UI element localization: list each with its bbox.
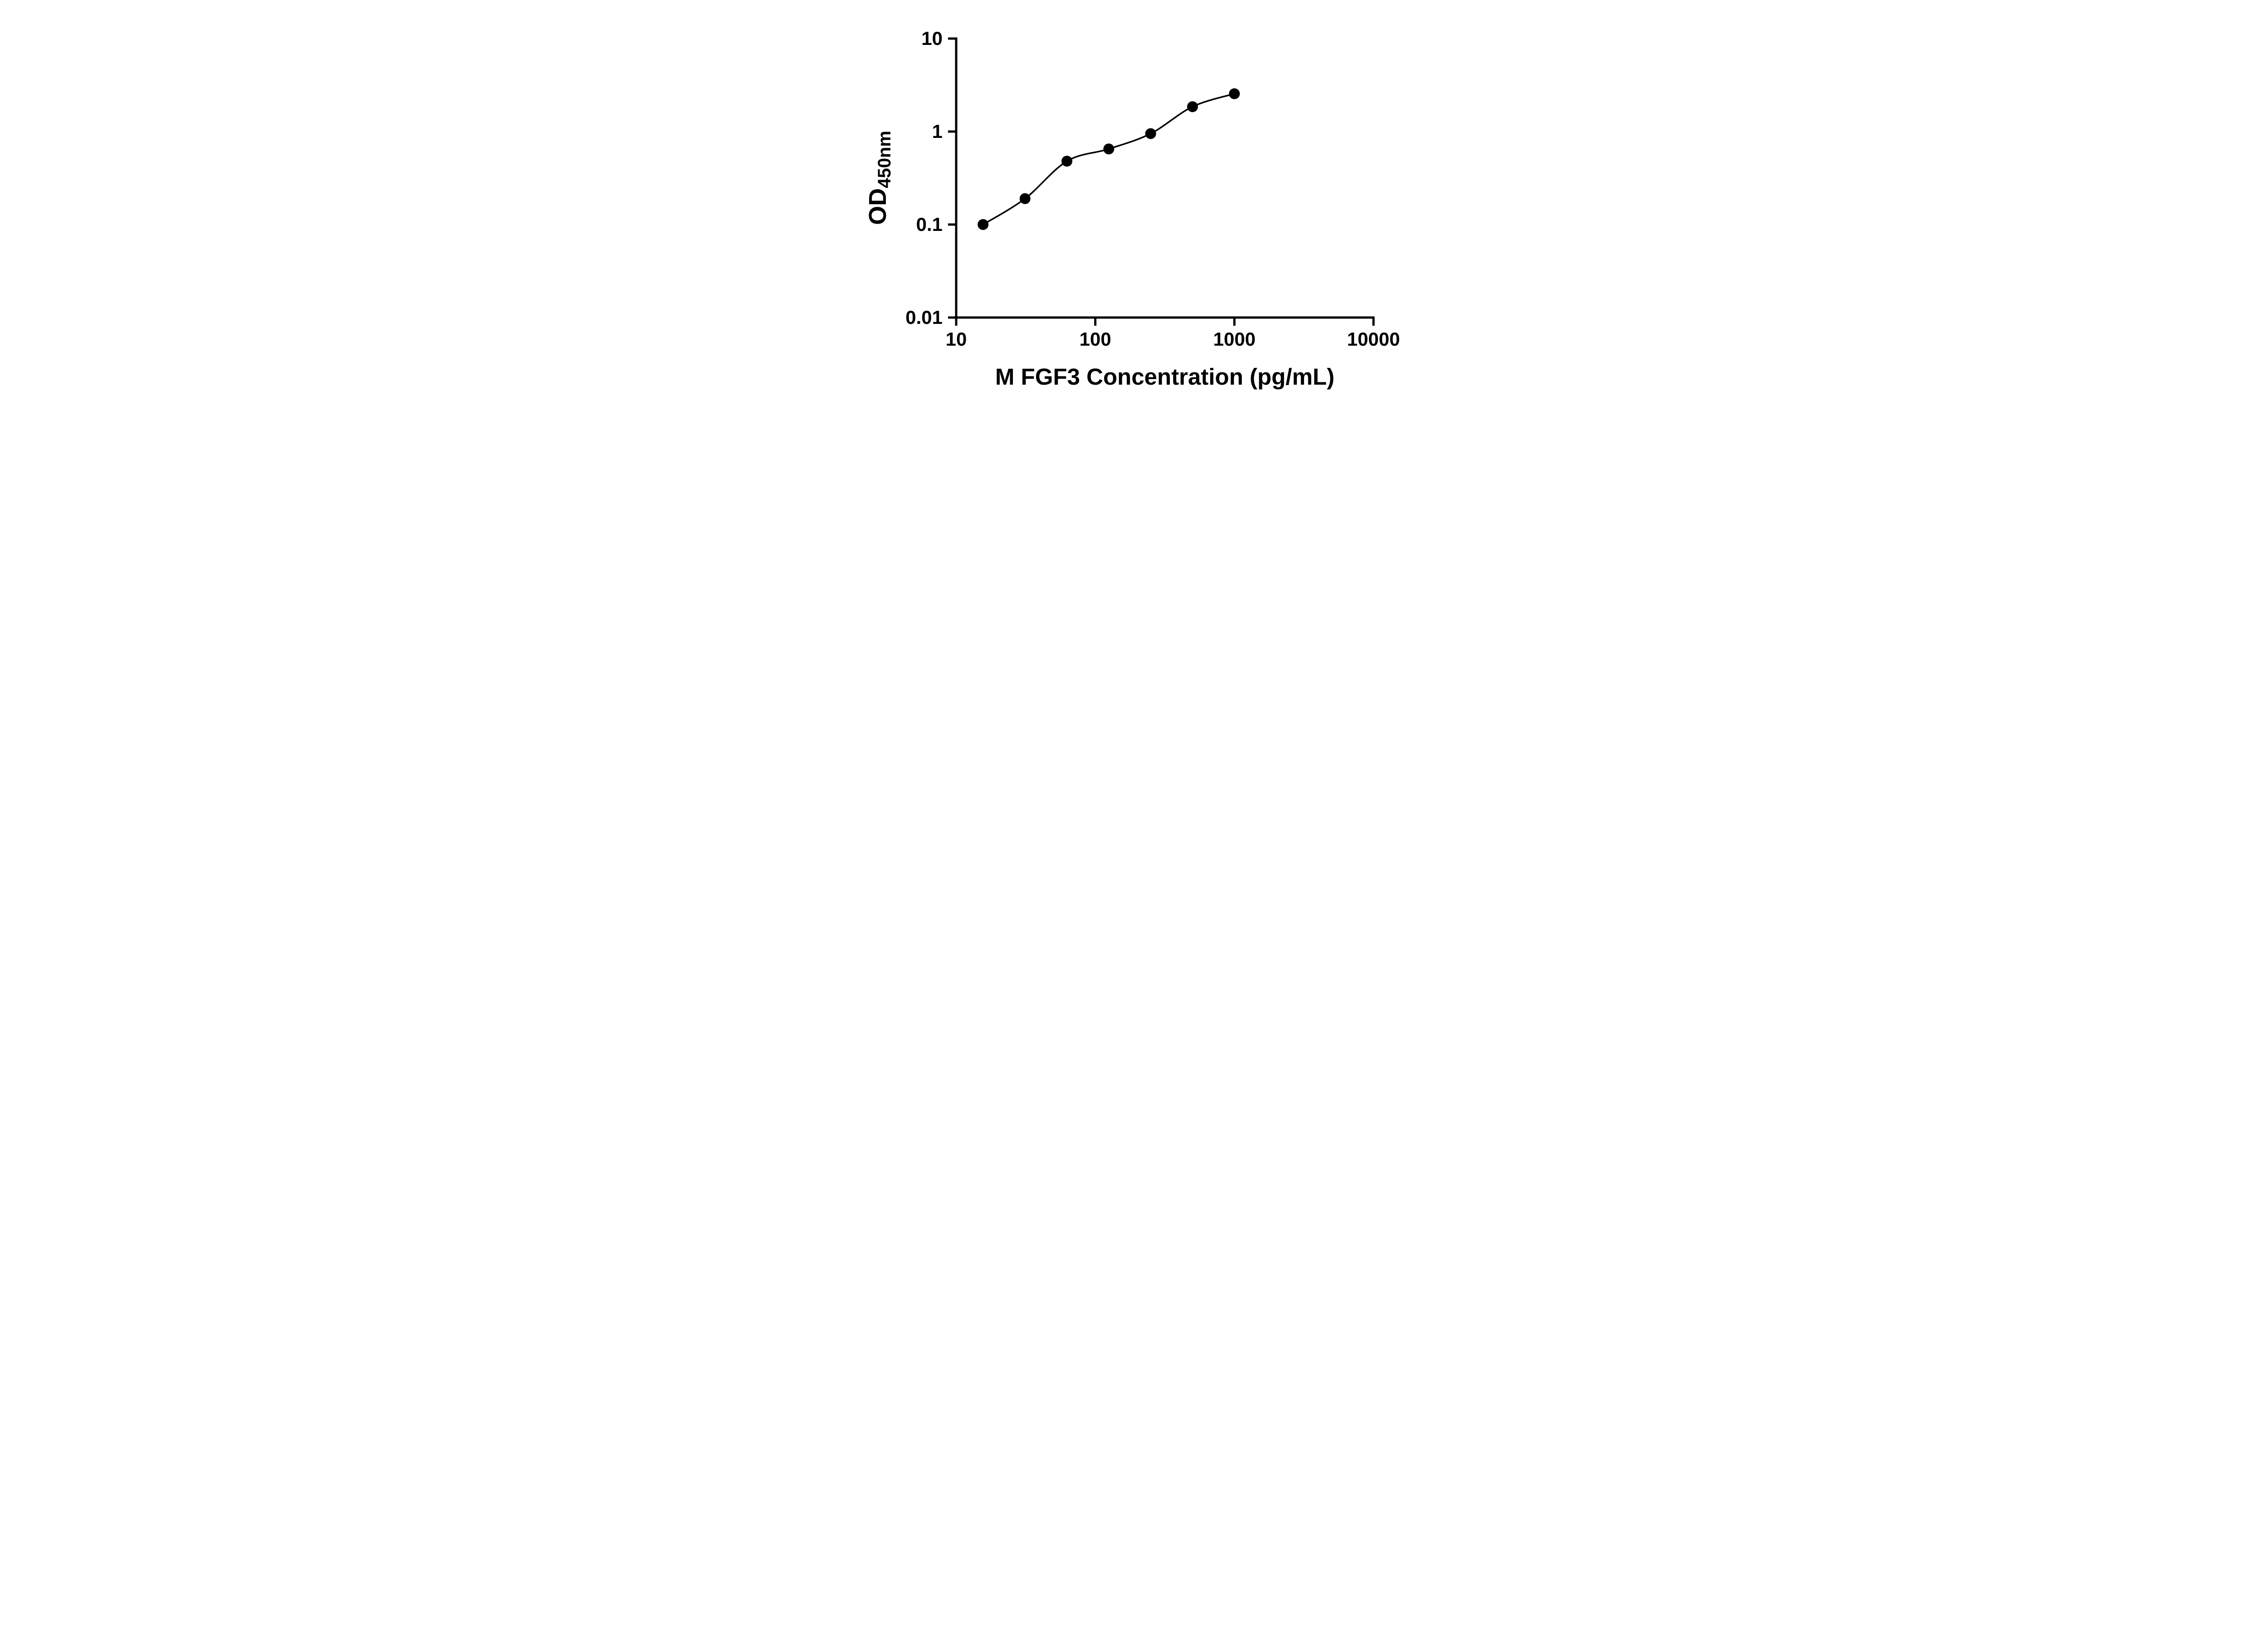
data-point [1187,101,1198,112]
data-point [1061,156,1072,167]
y-axis-title: OD450nm [864,131,894,225]
fit-curve [982,93,1235,225]
data-point [1145,128,1156,139]
y-axis-title-main: OD [864,188,891,225]
chart-canvas: 10 100 1000 10000 0.01 0.1 1 10 M FGF3 Concentr… [864,28,1400,390]
plot-layer: 10 100 1000 10000 0.01 0.1 1 10 [905,28,1400,350]
y-tick-label: 10 [921,28,943,49]
page: { "figure": { "background": "#ffffff" },… [0,0,2268,408]
y-tick-label: 1 [932,121,942,142]
y-axis-title-subscript: 450nm [875,131,894,188]
data-point [1019,193,1031,204]
data-point [1103,143,1114,155]
data-point [977,219,988,230]
axis-lines [955,37,1374,319]
y-tick-label: 0.01 [905,307,943,328]
x-axis-title: M FGF3 Concentration (pg/mL) [995,364,1334,390]
x-tick-label: 100 [1079,328,1111,350]
x-tick-label: 1000 [1213,328,1255,350]
elisa-standard-curve-figure: 10 100 1000 10000 0.01 0.1 1 10 M FGF3 Concentr… [842,0,1426,408]
x-tick-label: 10 [945,328,967,350]
data-point [1228,88,1240,99]
x-tick-label: 10000 [1347,328,1400,350]
y-tick-label: 0.1 [916,214,942,235]
